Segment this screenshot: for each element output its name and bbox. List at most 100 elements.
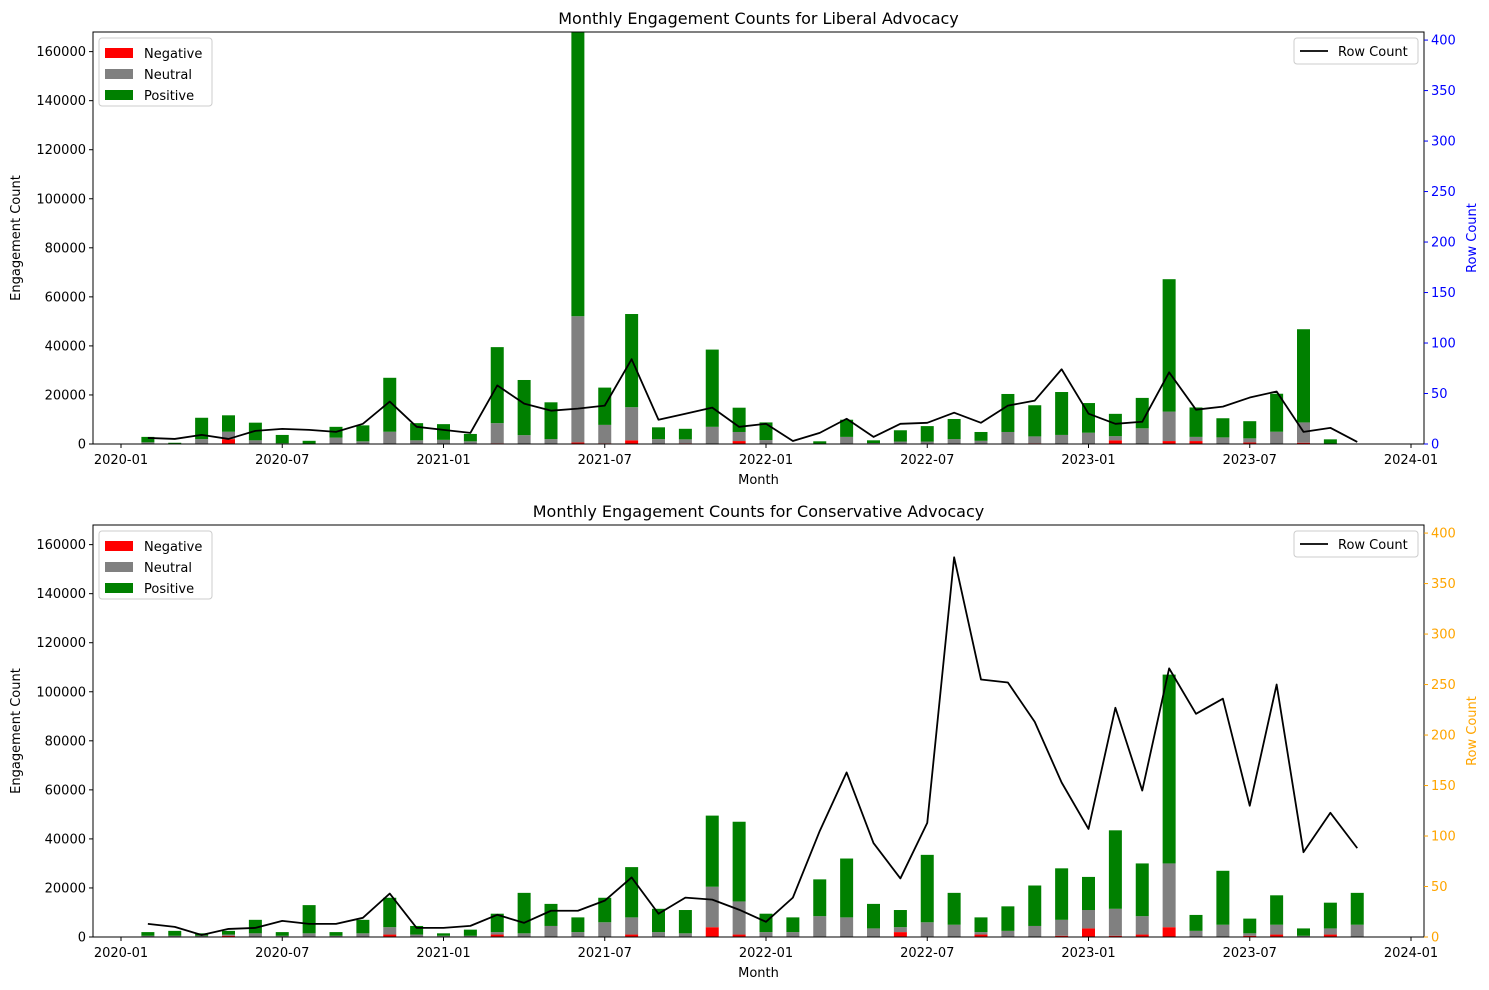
y2-tick-label: 0 bbox=[1431, 931, 1439, 946]
bar-neutral-2021-04 bbox=[517, 435, 531, 444]
legend-swatch-negative bbox=[105, 541, 133, 551]
bar-negative-2023-09 bbox=[1297, 442, 1310, 444]
bar-neutral-2021-02 bbox=[463, 935, 477, 937]
bar-neutral-2022-11 bbox=[1028, 436, 1042, 444]
bar-neutral-2023-07 bbox=[1243, 438, 1257, 443]
bar-positive-2021-09 bbox=[652, 908, 665, 933]
bar-negative-2023-04 bbox=[1162, 927, 1176, 937]
bar-positive-2022-09 bbox=[974, 431, 988, 441]
bar-neutral-2021-03 bbox=[490, 423, 504, 444]
legend-label-neutral: Neutral bbox=[144, 561, 192, 576]
x-tick-label: 2023-07 bbox=[1223, 453, 1277, 468]
y2-tick-label: 300 bbox=[1431, 135, 1456, 150]
bar-neutral-2021-04 bbox=[517, 933, 531, 937]
bar-positive-2021-12 bbox=[732, 407, 746, 432]
bar-neutral-2021-09 bbox=[652, 932, 665, 937]
bar-positive-2023-10 bbox=[1323, 902, 1337, 929]
y2-tick-label: 300 bbox=[1431, 628, 1456, 643]
bar-neutral-2022-07 bbox=[920, 441, 934, 444]
row-count-line bbox=[147, 358, 1358, 443]
bar-neutral-2023-04 bbox=[1162, 411, 1176, 442]
bar-neutral-2022-08 bbox=[947, 924, 961, 937]
y-tick-label: 140000 bbox=[36, 94, 86, 109]
y2-tick-label: 0 bbox=[1431, 438, 1439, 453]
y-tick-label: 120000 bbox=[36, 636, 86, 651]
bar-positive-2023-09 bbox=[1297, 329, 1310, 423]
bar-positive-2023-08 bbox=[1270, 393, 1284, 432]
bar-neutral-2022-05 bbox=[867, 928, 880, 937]
bar-neutral-2022-11 bbox=[1028, 925, 1042, 937]
bar-neutral-2021-12 bbox=[732, 901, 746, 935]
bar-neutral-2020-06 bbox=[248, 440, 262, 444]
legend-label-row-count: Row Count bbox=[1338, 45, 1408, 60]
row-count-line bbox=[147, 556, 1358, 936]
y2-tick-label: 150 bbox=[1431, 286, 1456, 301]
bar-positive-2022-04 bbox=[840, 419, 854, 437]
y-tick-label: 140000 bbox=[36, 587, 86, 602]
bar-positive-2023-09 bbox=[1297, 928, 1310, 936]
bar-neutral-2023-06 bbox=[1216, 924, 1230, 937]
y-tick-label: 40000 bbox=[45, 832, 86, 847]
bar-negative-2023-02 bbox=[1108, 440, 1122, 444]
bar-positive-2022-07 bbox=[920, 854, 934, 923]
bar-neutral-2020-11 bbox=[383, 431, 397, 444]
bar-positive-2023-02 bbox=[1108, 830, 1122, 909]
bar-neutral-2023-04 bbox=[1162, 863, 1176, 928]
legend-swatch-neutral bbox=[105, 562, 133, 572]
bar-positive-2021-03 bbox=[490, 913, 504, 933]
bar-positive-2020-10 bbox=[356, 919, 370, 934]
bar-neutral-2020-02 bbox=[141, 935, 155, 937]
bar-positive-2020-06 bbox=[248, 919, 262, 934]
y-tick-label: 40000 bbox=[45, 339, 86, 354]
y-tick-label: 60000 bbox=[45, 290, 86, 305]
bar-positive-2020-11 bbox=[383, 377, 397, 432]
bar-neutral-2021-06 bbox=[571, 316, 585, 443]
bar-neutral-2021-08 bbox=[625, 917, 639, 935]
x-tick-label: 2023-01 bbox=[1061, 453, 1115, 468]
y2-tick-label: 50 bbox=[1431, 387, 1448, 402]
bar-negative-2021-12 bbox=[732, 934, 746, 937]
bar-positive-2021-04 bbox=[517, 379, 531, 436]
bar-neutral-2022-09 bbox=[974, 932, 988, 935]
bar-positive-2021-11 bbox=[705, 349, 719, 427]
bar-negative-2022-06 bbox=[893, 932, 907, 937]
bar-positive-2022-03 bbox=[813, 441, 827, 444]
y-tick-label: 80000 bbox=[45, 241, 86, 256]
bar-neutral-2022-10 bbox=[1001, 930, 1015, 937]
bar-neutral-2020-11 bbox=[383, 927, 397, 935]
y2-tick-label: 350 bbox=[1431, 84, 1456, 99]
bar-negative-2023-04 bbox=[1162, 441, 1176, 444]
legend-box bbox=[1293, 530, 1419, 558]
y2-tick-label: 100 bbox=[1431, 337, 1456, 352]
x-tick-label: 2020-01 bbox=[94, 946, 148, 961]
bar-negative-2021-08 bbox=[625, 440, 639, 444]
chart-panel-conservative: 0 20000 40000 60000 80000 100000 120000 140000 1… bbox=[9, 502, 1480, 981]
bar-negative-2021-03 bbox=[490, 934, 504, 937]
legend-label-negative: Negative bbox=[144, 47, 202, 62]
bar-neutral-2020-06 bbox=[248, 933, 262, 937]
bar-neutral-2021-02 bbox=[463, 441, 477, 444]
bar-positive-2021-10 bbox=[678, 428, 692, 440]
bar-neutral-2021-07 bbox=[598, 424, 612, 444]
bar-neutral-2020-03 bbox=[168, 935, 182, 937]
bar-negative-2023-02 bbox=[1108, 935, 1122, 937]
bar-neutral-2022-06 bbox=[893, 927, 907, 933]
bar-positive-2021-06 bbox=[571, 917, 585, 933]
bar-neutral-2022-08 bbox=[947, 439, 961, 444]
bar-negative-2023-08 bbox=[1270, 934, 1284, 937]
bar-neutral-2021-01 bbox=[437, 439, 450, 444]
bar-neutral-2021-05 bbox=[544, 439, 558, 444]
bar-neutral-2023-05 bbox=[1189, 436, 1203, 442]
x-tick-label: 2021-01 bbox=[416, 946, 470, 961]
bar-positive-2023-07 bbox=[1243, 918, 1257, 934]
bar-positive-2022-03 bbox=[813, 879, 827, 917]
bar-positive-2022-07 bbox=[920, 426, 934, 442]
bar-positive-2020-09 bbox=[329, 932, 343, 936]
bar-neutral-2020-05 bbox=[222, 431, 235, 440]
x-axis-label: Month bbox=[738, 473, 779, 488]
bar-positive-2020-02 bbox=[141, 932, 155, 936]
bar-positive-2020-03 bbox=[168, 930, 182, 936]
chart-panel-liberal: 0 20000 40000 60000 80000 100000 120000 140000 1… bbox=[9, 9, 1480, 488]
bar-neutral-2021-10 bbox=[678, 933, 692, 937]
